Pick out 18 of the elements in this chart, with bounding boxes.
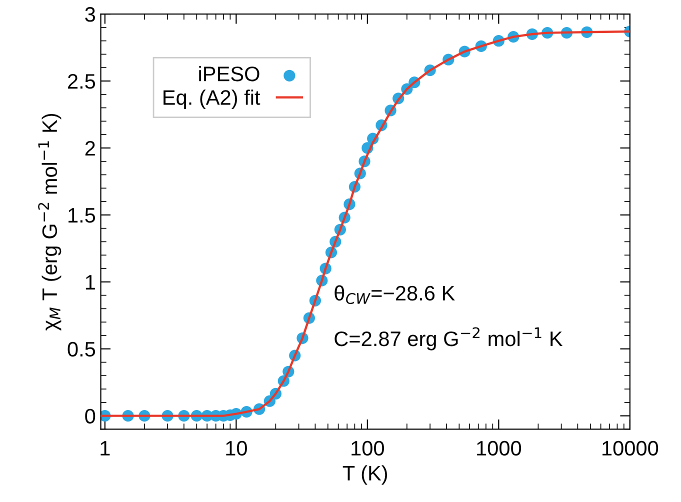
x-axis-title: T (K) bbox=[342, 465, 388, 485]
y-tick-label: 1 bbox=[86, 275, 95, 290]
legend-label: iPESO bbox=[199, 66, 260, 82]
y-tick-label: 0 bbox=[85, 408, 96, 424]
x-tick-label: 1000 bbox=[477, 440, 522, 456]
annotation: θ$_{CW}$=−28.6 K bbox=[334, 285, 455, 304]
x-tick-label: 10 bbox=[226, 440, 247, 456]
y-tick-label: 2 bbox=[85, 140, 95, 156]
y-axis-title: χ$_{M}$ T (erg G$^{−2}$ mol$^{−1}$ K) bbox=[38, 114, 62, 331]
y-tick-label: 2.5 bbox=[68, 74, 96, 89]
annotation: C=2.87 erg G$^{−2}$ mol$^{−1}$ K bbox=[334, 327, 563, 350]
legend-label: Eq. (A2) fit bbox=[164, 90, 260, 110]
x-tick-label: 1 bbox=[100, 441, 110, 456]
y-tick-label: 3 bbox=[85, 7, 96, 22]
x-tick-label: 10000 bbox=[602, 440, 658, 456]
x-tick-label: 100 bbox=[352, 440, 384, 456]
y-tick-label: 0.5 bbox=[68, 342, 96, 357]
y-tick-label: 1.5 bbox=[68, 208, 96, 223]
